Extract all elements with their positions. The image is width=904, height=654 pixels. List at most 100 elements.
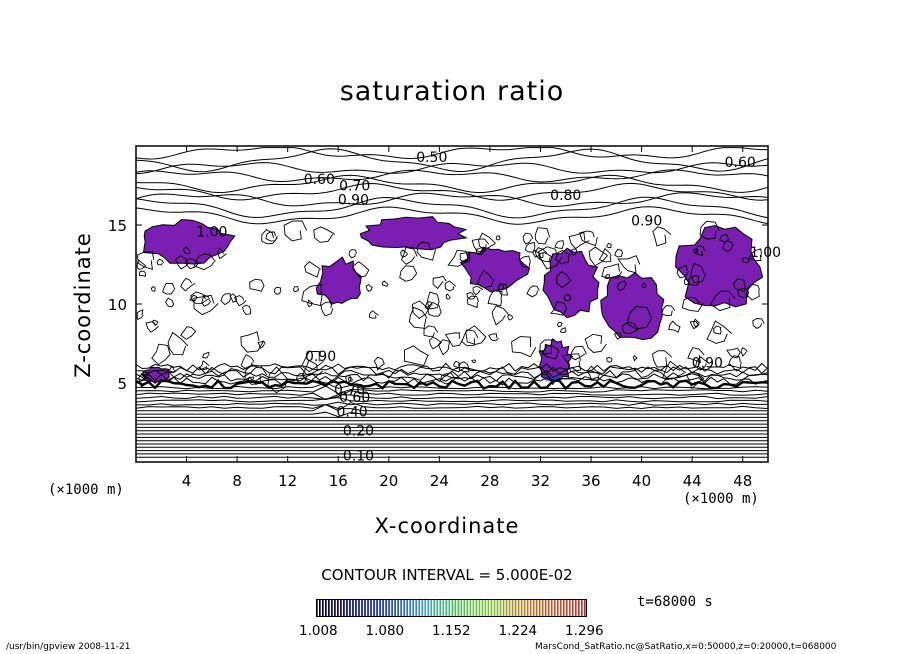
colorbar-cell (439, 599, 442, 617)
contour-line (136, 403, 768, 412)
colorbar-cell (547, 599, 550, 617)
contour-line (135, 206, 769, 225)
contour-line (135, 162, 769, 175)
contour-line (748, 248, 763, 262)
supersaturated-region (143, 218, 236, 265)
contour-line (584, 333, 607, 353)
contour-line (539, 339, 553, 355)
colorbar-cell (550, 599, 553, 617)
colorbar-cell (553, 599, 556, 617)
colorbar-tick-label: 1.080 (365, 623, 405, 639)
contour-label: 0.10 (343, 449, 374, 465)
contour-line (444, 332, 464, 347)
colorbar-cell (388, 599, 390, 617)
colorbar-cell (451, 599, 454, 617)
contour-line (626, 305, 653, 330)
contour-line (167, 331, 189, 356)
x-tick-label: 8 (232, 472, 242, 490)
contour-line (495, 235, 501, 241)
contour-label: 0.60 (304, 172, 335, 188)
contour-line (568, 232, 590, 250)
y-tick-label: 5 (117, 375, 127, 393)
supersaturated-region (315, 256, 362, 306)
contour-line (135, 390, 769, 401)
contour-line (466, 292, 476, 300)
contour-line (526, 285, 540, 298)
colorbar-cell (328, 599, 330, 617)
colorbar-cell (535, 599, 538, 617)
colorbar-tick-label: 1.008 (299, 623, 338, 639)
colorbar-tick-label: 1.152 (432, 623, 471, 639)
colorbar-cell (424, 599, 427, 617)
contour-line (586, 365, 602, 381)
contour-line (136, 250, 155, 271)
colorbar-cell (580, 599, 583, 617)
contour-label: 1.00 (196, 224, 227, 240)
contour-line (139, 270, 147, 277)
colorbar-cell (376, 599, 378, 617)
colorbar-cell (508, 599, 511, 617)
x-unit-label-left: (×1000 m) (48, 482, 124, 498)
colorbar-cell (379, 599, 381, 617)
contour-line (400, 249, 409, 258)
contour-line (471, 238, 490, 253)
colorbar-cell (574, 599, 577, 617)
colorbar-cell (571, 599, 574, 617)
time-label: t=68000 s (637, 594, 713, 610)
contour-line (444, 280, 457, 292)
contour-line (135, 182, 769, 201)
contour-line (559, 327, 567, 334)
supersaturated-region (359, 216, 468, 251)
contour-line (722, 240, 734, 253)
contour-line (467, 295, 480, 309)
contour-line (614, 248, 624, 258)
contour-line (229, 293, 238, 303)
y-axis-label: Z-coordinate (71, 232, 95, 378)
colorbar-cell (340, 599, 342, 617)
contour-line (706, 320, 733, 344)
contour-line (135, 401, 769, 406)
contour-line (151, 343, 171, 366)
contour-line (689, 320, 700, 330)
contour-line (399, 265, 418, 282)
contour-line (694, 356, 710, 371)
contour-line (598, 247, 612, 263)
x-tick-label: 24 (430, 472, 449, 490)
colorbar-cell (427, 599, 430, 617)
contour-line (150, 286, 156, 292)
contour-line (348, 249, 358, 259)
contour-line (136, 411, 768, 418)
contour-line (719, 233, 730, 243)
contour-line (156, 258, 165, 266)
contour-line (427, 291, 440, 310)
contour-line (423, 325, 439, 337)
contour-line (432, 275, 447, 290)
contour-line (368, 310, 379, 319)
contour-line (175, 255, 190, 270)
colorbar-cell (526, 599, 529, 617)
colorbar-frame (316, 599, 587, 617)
contour-line (135, 401, 769, 412)
contour-line (193, 294, 219, 316)
contour-line (447, 249, 469, 267)
contour-line (183, 246, 191, 255)
contour-line (511, 336, 537, 358)
colorbar-cell (538, 599, 541, 617)
contour-line (741, 257, 750, 264)
contour-label: 0.60 (725, 155, 756, 171)
colorbar-cell (472, 599, 475, 617)
contour-line (488, 333, 499, 342)
contour-line (579, 230, 598, 247)
contour-line (745, 283, 761, 301)
colorbar-cell (568, 599, 571, 617)
colorbar-cell (484, 599, 487, 617)
contour-line (135, 148, 769, 173)
contour-line (151, 319, 159, 325)
contour-line (165, 297, 175, 308)
contour-line (135, 192, 769, 208)
contour-line (476, 270, 495, 289)
x-axis-label: X-coordinate (374, 514, 520, 538)
contour-line (710, 290, 736, 312)
colorbar-cell (517, 599, 520, 617)
